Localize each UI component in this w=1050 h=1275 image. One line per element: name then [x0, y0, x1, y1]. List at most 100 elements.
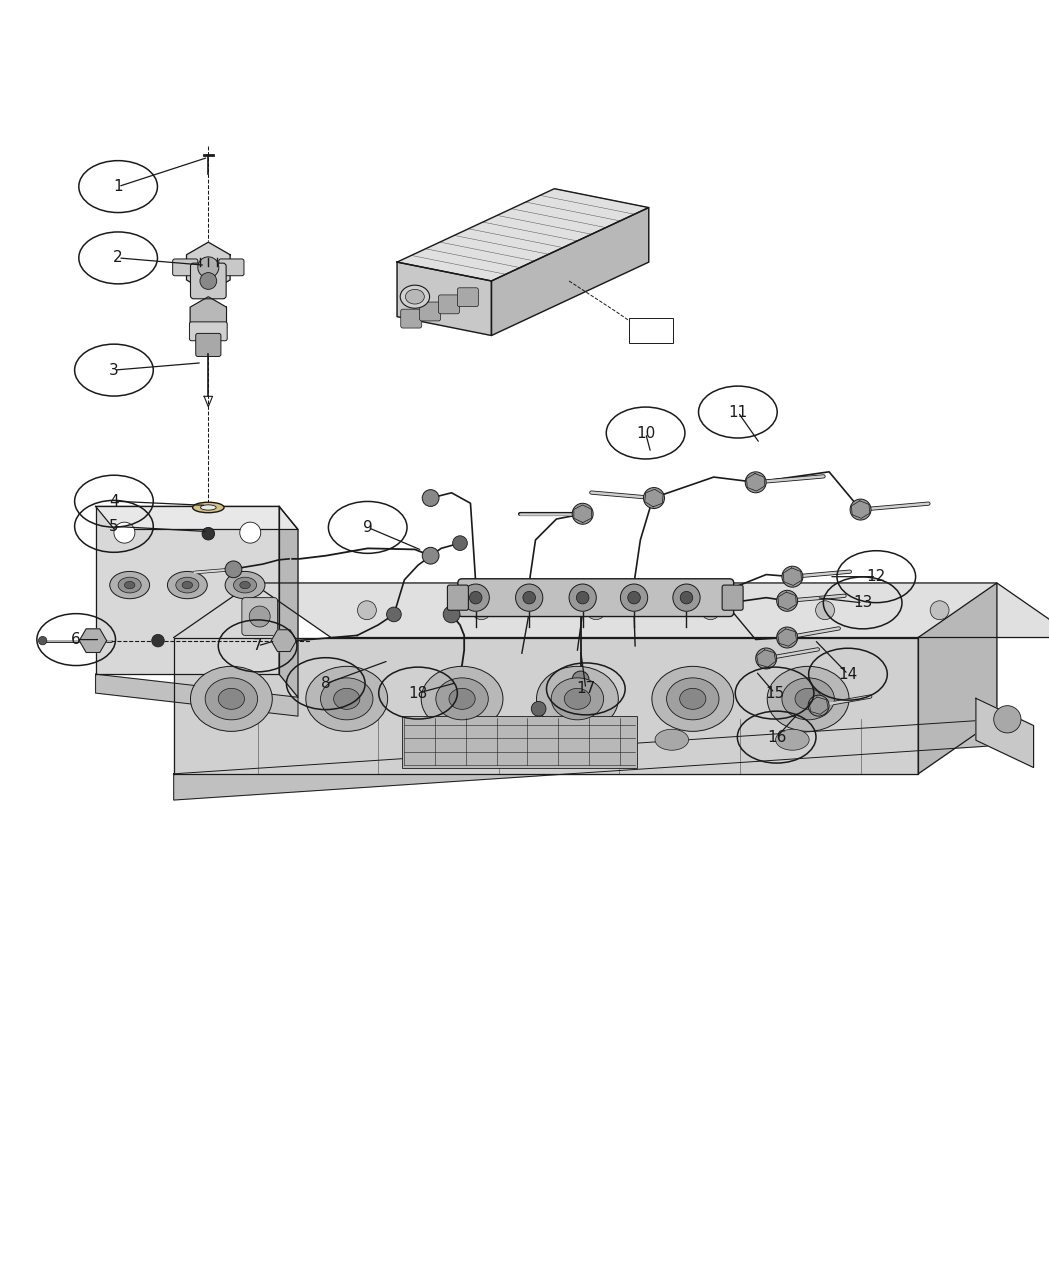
Polygon shape	[810, 697, 828, 714]
Ellipse shape	[233, 578, 256, 593]
Circle shape	[202, 528, 214, 541]
Circle shape	[572, 671, 589, 687]
FancyBboxPatch shape	[458, 579, 734, 617]
Circle shape	[628, 592, 640, 604]
Ellipse shape	[201, 505, 216, 510]
Circle shape	[39, 636, 47, 645]
Circle shape	[850, 499, 871, 520]
Polygon shape	[574, 505, 591, 523]
FancyBboxPatch shape	[439, 295, 460, 314]
FancyBboxPatch shape	[218, 259, 244, 275]
FancyBboxPatch shape	[401, 309, 422, 328]
Text: 8: 8	[321, 676, 331, 691]
Circle shape	[386, 607, 401, 622]
Circle shape	[449, 683, 464, 699]
Circle shape	[621, 584, 648, 611]
Polygon shape	[975, 699, 1033, 768]
Circle shape	[930, 601, 949, 620]
Ellipse shape	[421, 667, 503, 732]
Text: 5: 5	[109, 519, 119, 534]
Circle shape	[587, 601, 606, 620]
Ellipse shape	[667, 678, 719, 720]
Text: 10: 10	[636, 426, 655, 441]
Polygon shape	[783, 567, 801, 585]
Ellipse shape	[334, 688, 360, 709]
Ellipse shape	[239, 581, 250, 589]
Circle shape	[673, 584, 700, 611]
Ellipse shape	[218, 688, 245, 709]
Circle shape	[777, 627, 798, 648]
Text: 14: 14	[838, 667, 858, 682]
Circle shape	[746, 472, 766, 493]
Ellipse shape	[795, 688, 821, 709]
Circle shape	[993, 705, 1021, 733]
FancyBboxPatch shape	[722, 585, 743, 611]
Polygon shape	[187, 242, 230, 292]
Text: 3: 3	[109, 362, 119, 377]
Circle shape	[422, 547, 439, 564]
Ellipse shape	[119, 578, 141, 593]
Polygon shape	[173, 719, 996, 799]
Ellipse shape	[125, 581, 134, 589]
Polygon shape	[397, 189, 649, 280]
Polygon shape	[747, 473, 764, 491]
Polygon shape	[919, 583, 996, 774]
Ellipse shape	[190, 667, 272, 732]
Ellipse shape	[225, 571, 265, 599]
Ellipse shape	[110, 571, 149, 599]
Circle shape	[516, 584, 543, 611]
Ellipse shape	[205, 678, 257, 720]
Polygon shape	[778, 592, 796, 609]
Circle shape	[472, 601, 491, 620]
FancyBboxPatch shape	[190, 263, 226, 298]
Polygon shape	[491, 208, 649, 335]
Circle shape	[114, 523, 134, 543]
Ellipse shape	[192, 502, 224, 513]
Ellipse shape	[306, 667, 387, 732]
Polygon shape	[173, 638, 919, 774]
Ellipse shape	[679, 688, 706, 709]
Circle shape	[469, 592, 482, 604]
Circle shape	[243, 601, 261, 620]
Circle shape	[816, 601, 835, 620]
Circle shape	[808, 695, 830, 717]
Text: 16: 16	[766, 729, 786, 745]
Polygon shape	[190, 297, 227, 339]
Text: 11: 11	[729, 404, 748, 419]
Ellipse shape	[175, 578, 198, 593]
Circle shape	[249, 606, 270, 627]
Circle shape	[151, 635, 164, 646]
Ellipse shape	[320, 678, 373, 720]
Text: 15: 15	[765, 686, 784, 700]
FancyBboxPatch shape	[402, 717, 637, 768]
Text: 12: 12	[866, 569, 886, 584]
Ellipse shape	[424, 729, 458, 750]
Circle shape	[572, 504, 593, 524]
Polygon shape	[757, 650, 776, 667]
Ellipse shape	[400, 286, 429, 309]
Circle shape	[453, 536, 467, 551]
Text: 18: 18	[408, 686, 427, 700]
Polygon shape	[645, 490, 664, 506]
Circle shape	[443, 606, 460, 622]
Polygon shape	[252, 583, 1050, 638]
Ellipse shape	[655, 729, 689, 750]
Ellipse shape	[182, 581, 192, 589]
Circle shape	[225, 561, 242, 578]
Circle shape	[701, 601, 720, 620]
Circle shape	[782, 566, 803, 588]
Polygon shape	[279, 506, 298, 697]
Ellipse shape	[436, 678, 488, 720]
FancyBboxPatch shape	[629, 317, 673, 343]
Circle shape	[569, 584, 596, 611]
Circle shape	[523, 592, 536, 604]
FancyBboxPatch shape	[189, 321, 227, 340]
Text: 6: 6	[71, 632, 81, 648]
Ellipse shape	[652, 667, 734, 732]
Text: 9: 9	[363, 520, 373, 536]
Circle shape	[197, 256, 218, 278]
Ellipse shape	[167, 571, 207, 599]
Text: 13: 13	[853, 595, 873, 611]
Ellipse shape	[776, 729, 810, 750]
Polygon shape	[397, 263, 491, 335]
